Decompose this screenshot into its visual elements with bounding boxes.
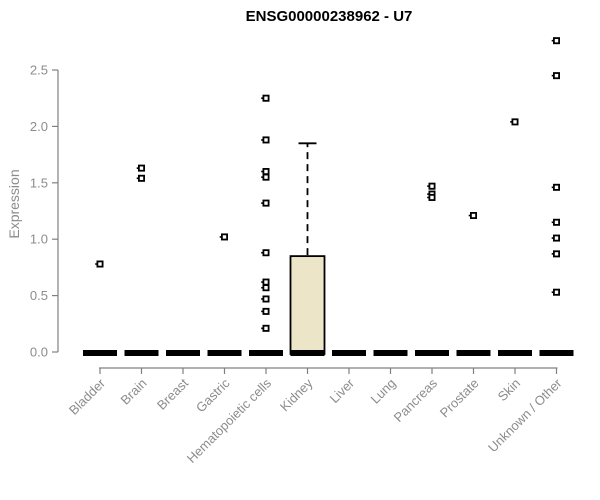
outlier-point [553, 183, 561, 191]
outlier-point [262, 136, 270, 144]
outlier-point [511, 118, 519, 126]
outlier-point [553, 37, 561, 45]
x-category-label: Liver [327, 375, 358, 406]
x-category-label: Lung [368, 376, 399, 407]
outlier-point [262, 295, 270, 303]
outlier-point [553, 218, 561, 226]
median-bar [498, 350, 532, 356]
median-bar [456, 350, 491, 356]
median-bar [415, 350, 449, 356]
outlier-point [262, 324, 270, 332]
median-bar [166, 350, 200, 356]
outlier-point [220, 233, 228, 241]
outlier-point [262, 249, 270, 257]
outlier-point [262, 199, 270, 207]
outlier-point [262, 168, 270, 176]
x-category-label: Gastric [193, 375, 233, 415]
outlier-point [262, 284, 270, 292]
outlier-point [262, 278, 270, 286]
median-bar [539, 350, 574, 356]
outlier-point [469, 212, 477, 220]
x-category-label: Kidney [277, 375, 316, 414]
median-bar [124, 350, 159, 356]
y-tick-label: 1.5 [30, 175, 48, 190]
median-bar [249, 350, 283, 356]
outlier-point [137, 174, 145, 182]
y-tick-label: 0.0 [30, 345, 48, 360]
outlier-point [553, 288, 561, 296]
outlier-point [553, 250, 561, 258]
outlier-point [96, 260, 104, 268]
median-bar [332, 350, 366, 356]
outlier-point [553, 234, 561, 242]
outlier-point [262, 307, 270, 315]
x-category-label: Unknown / Other [485, 375, 565, 455]
chart-title: ENSG00000238962 - U7 [245, 8, 413, 25]
y-tick-label: 2.0 [30, 119, 48, 134]
outlier-point [137, 164, 145, 172]
x-category-label: Breast [154, 375, 191, 412]
outlier-point [428, 182, 436, 190]
median-bar [373, 350, 408, 356]
x-category-label: Prostate [437, 376, 482, 421]
x-category-label: Bladder [66, 375, 109, 418]
outlier-point [428, 193, 436, 201]
outlier-point [262, 94, 270, 102]
median-bar [207, 350, 242, 356]
y-tick-label: 1.0 [30, 232, 48, 247]
y-tick-label: 2.5 [30, 63, 48, 78]
x-category-label: Skin [495, 376, 523, 404]
x-category-label: Brain [118, 376, 150, 408]
outlier-point [262, 173, 270, 181]
median-bar [83, 350, 117, 356]
outlier-point [553, 72, 561, 80]
x-category-label: Pancreas [391, 375, 441, 425]
median-bar [290, 350, 325, 356]
box [289, 255, 326, 355]
y-tick-label: 0.5 [30, 288, 48, 303]
